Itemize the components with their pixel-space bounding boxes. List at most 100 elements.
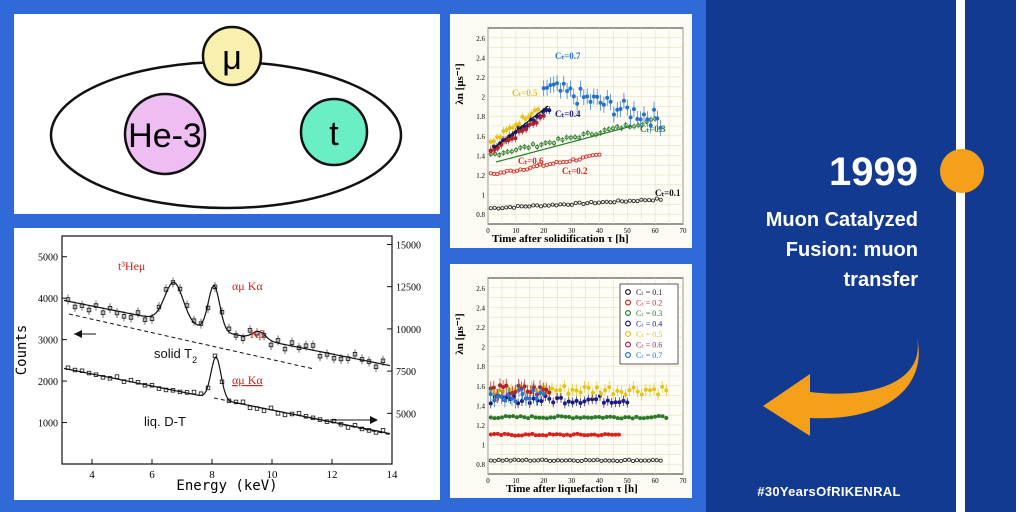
rate-point bbox=[536, 107, 541, 112]
rate-point bbox=[579, 458, 584, 463]
rate-point bbox=[555, 81, 560, 86]
rate-point bbox=[493, 151, 498, 156]
rate-point bbox=[585, 130, 590, 135]
rate-point bbox=[656, 414, 661, 419]
solid-x-tick-label: 70 bbox=[680, 227, 688, 235]
rate-point bbox=[544, 433, 549, 438]
spectrum-x-tick-label: 8 bbox=[209, 469, 215, 481]
rate-point bbox=[631, 198, 636, 203]
spectrum-point bbox=[191, 389, 197, 395]
rate-point bbox=[499, 415, 504, 420]
rate-point bbox=[582, 415, 587, 420]
spectrum-point bbox=[275, 411, 281, 416]
rate-point bbox=[652, 387, 657, 392]
liquid-y-tick-label: 1.6 bbox=[476, 383, 485, 391]
spectrum-point bbox=[359, 426, 365, 432]
rate-point bbox=[558, 202, 563, 207]
rate-point bbox=[627, 388, 632, 393]
rate-point bbox=[632, 124, 637, 129]
rate-point bbox=[582, 433, 587, 438]
rate-point bbox=[561, 433, 566, 438]
year-heading: 1999 bbox=[829, 150, 918, 194]
legend-marker bbox=[625, 299, 632, 306]
rate-point bbox=[533, 415, 538, 420]
legend-label: Cₜ = 0.3 bbox=[636, 309, 662, 318]
rate-point bbox=[511, 414, 516, 419]
rate-point bbox=[552, 141, 557, 146]
rate-point bbox=[598, 391, 603, 396]
rate-point bbox=[641, 112, 646, 117]
solid-ylabel: λn [μs⁻¹] bbox=[454, 63, 466, 104]
solid-y-tick-label: 1.2 bbox=[476, 172, 485, 180]
liquid-y-tick-label: 0.8 bbox=[476, 461, 485, 469]
rate-point bbox=[656, 392, 661, 397]
rate-point bbox=[554, 203, 559, 208]
rate-point bbox=[554, 432, 559, 437]
rate-point bbox=[528, 165, 533, 170]
rate-point bbox=[552, 458, 557, 463]
rate-point bbox=[551, 432, 556, 437]
rate-point bbox=[496, 206, 501, 211]
liquid-y-tick-label: 2 bbox=[482, 344, 486, 352]
rate-point bbox=[647, 388, 652, 393]
rate-point bbox=[527, 396, 532, 401]
rate-point bbox=[585, 94, 590, 99]
rate-point bbox=[526, 416, 531, 421]
rate-point bbox=[488, 206, 493, 211]
rate-point bbox=[626, 415, 631, 420]
rate-point bbox=[593, 201, 598, 206]
rate-point bbox=[511, 205, 516, 210]
rate-point bbox=[497, 152, 502, 157]
liquid-data-points bbox=[488, 378, 669, 463]
rate-point bbox=[660, 384, 665, 389]
rate-point bbox=[548, 415, 553, 420]
rate-point bbox=[534, 163, 539, 168]
spectrum-point bbox=[317, 417, 323, 422]
liquid-svg: 0.8 1 1.2 1.4 1.6 1.8 2 2.2 2.4 2.6 0 10 20 30 40 50 60… bbox=[454, 277, 687, 495]
rate-point bbox=[570, 387, 575, 392]
solid-x-tick-label: 30 bbox=[568, 227, 576, 235]
rate-point bbox=[639, 392, 644, 397]
spectrum-point bbox=[156, 386, 162, 391]
rate-point bbox=[555, 396, 560, 401]
rate-point bbox=[508, 205, 513, 210]
solid-x-tick-label: 10 bbox=[512, 227, 520, 235]
rate-point bbox=[531, 388, 536, 393]
solid-fit-line-b bbox=[495, 125, 633, 163]
diagram-svg: μ He-3 t bbox=[49, 25, 403, 210]
rate-point bbox=[501, 385, 506, 390]
spectrum-point bbox=[93, 372, 99, 377]
rate-point bbox=[564, 432, 569, 437]
rate-point bbox=[568, 135, 573, 140]
rate-point bbox=[514, 415, 519, 420]
rate-point bbox=[621, 98, 626, 103]
liquid-x-tick-label: 20 bbox=[540, 477, 548, 485]
rate-point bbox=[488, 139, 493, 144]
liquid-y-tick-label: 1.2 bbox=[476, 422, 485, 430]
liquid-ylabel: λn [μs⁻¹] bbox=[454, 313, 466, 354]
rate-point bbox=[492, 147, 497, 152]
helium-nucleus bbox=[123, 92, 207, 176]
rate-point bbox=[555, 413, 560, 418]
rate-point bbox=[655, 116, 660, 121]
rate-point bbox=[532, 108, 537, 113]
rate-point bbox=[564, 135, 569, 140]
rate-point bbox=[583, 457, 588, 462]
legend-label: Cₜ = 0.5 bbox=[636, 330, 662, 339]
liquid-x-tick-label: 40 bbox=[596, 477, 604, 485]
triton-label: t bbox=[329, 115, 339, 153]
rate-point bbox=[531, 203, 536, 208]
rate-point bbox=[519, 204, 524, 209]
rate-point bbox=[619, 458, 624, 463]
rate-point bbox=[573, 135, 578, 140]
rate-point bbox=[552, 415, 557, 420]
legend-label: Cₜ = 0.7 bbox=[636, 351, 662, 360]
rate-point bbox=[562, 401, 567, 406]
rate-point bbox=[623, 123, 628, 128]
liquid-background-line bbox=[213, 397, 393, 436]
rate-point bbox=[648, 123, 653, 128]
rate-point bbox=[597, 414, 602, 419]
rate-point bbox=[523, 432, 528, 437]
rate-point bbox=[498, 383, 503, 388]
rate-point bbox=[541, 392, 546, 397]
